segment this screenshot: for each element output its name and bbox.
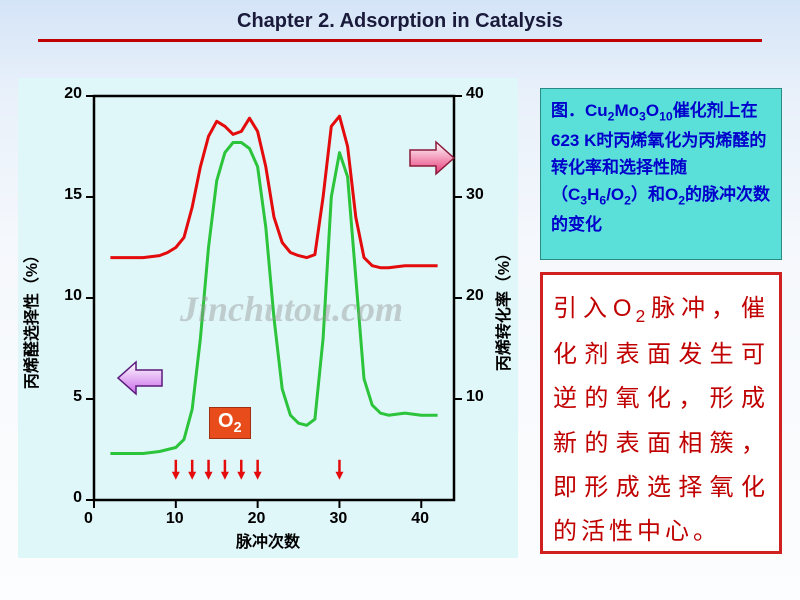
content-area: 丙烯醛选择性（%） 丙烯转化率（%） 脉冲次数 0102030400510152… xyxy=(0,42,800,582)
page-title: Chapter 2. Adsorption in Catalysis xyxy=(0,0,800,39)
o2-badge: O2 xyxy=(209,407,251,439)
caption-box: 图．Cu2Mo3O10催化剂上在623 K时丙烯氧化为丙烯醛的转化率和选择性随（… xyxy=(540,88,782,260)
chart-panel: 丙烯醛选择性（%） 丙烯转化率（%） 脉冲次数 0102030400510152… xyxy=(18,78,518,558)
explanation-box: 引入O2脉冲，催化剂表面发生可逆的氧化，形成新的表面相簇，即形成选择氧化的活性中… xyxy=(540,272,782,554)
y1-axis-label: 丙烯醛选择性（%） xyxy=(18,247,42,389)
y2-axis-label: 丙烯转化率（%） xyxy=(490,245,514,371)
x-axis-label: 脉冲次数 xyxy=(236,528,300,552)
chart-svg xyxy=(18,78,518,558)
